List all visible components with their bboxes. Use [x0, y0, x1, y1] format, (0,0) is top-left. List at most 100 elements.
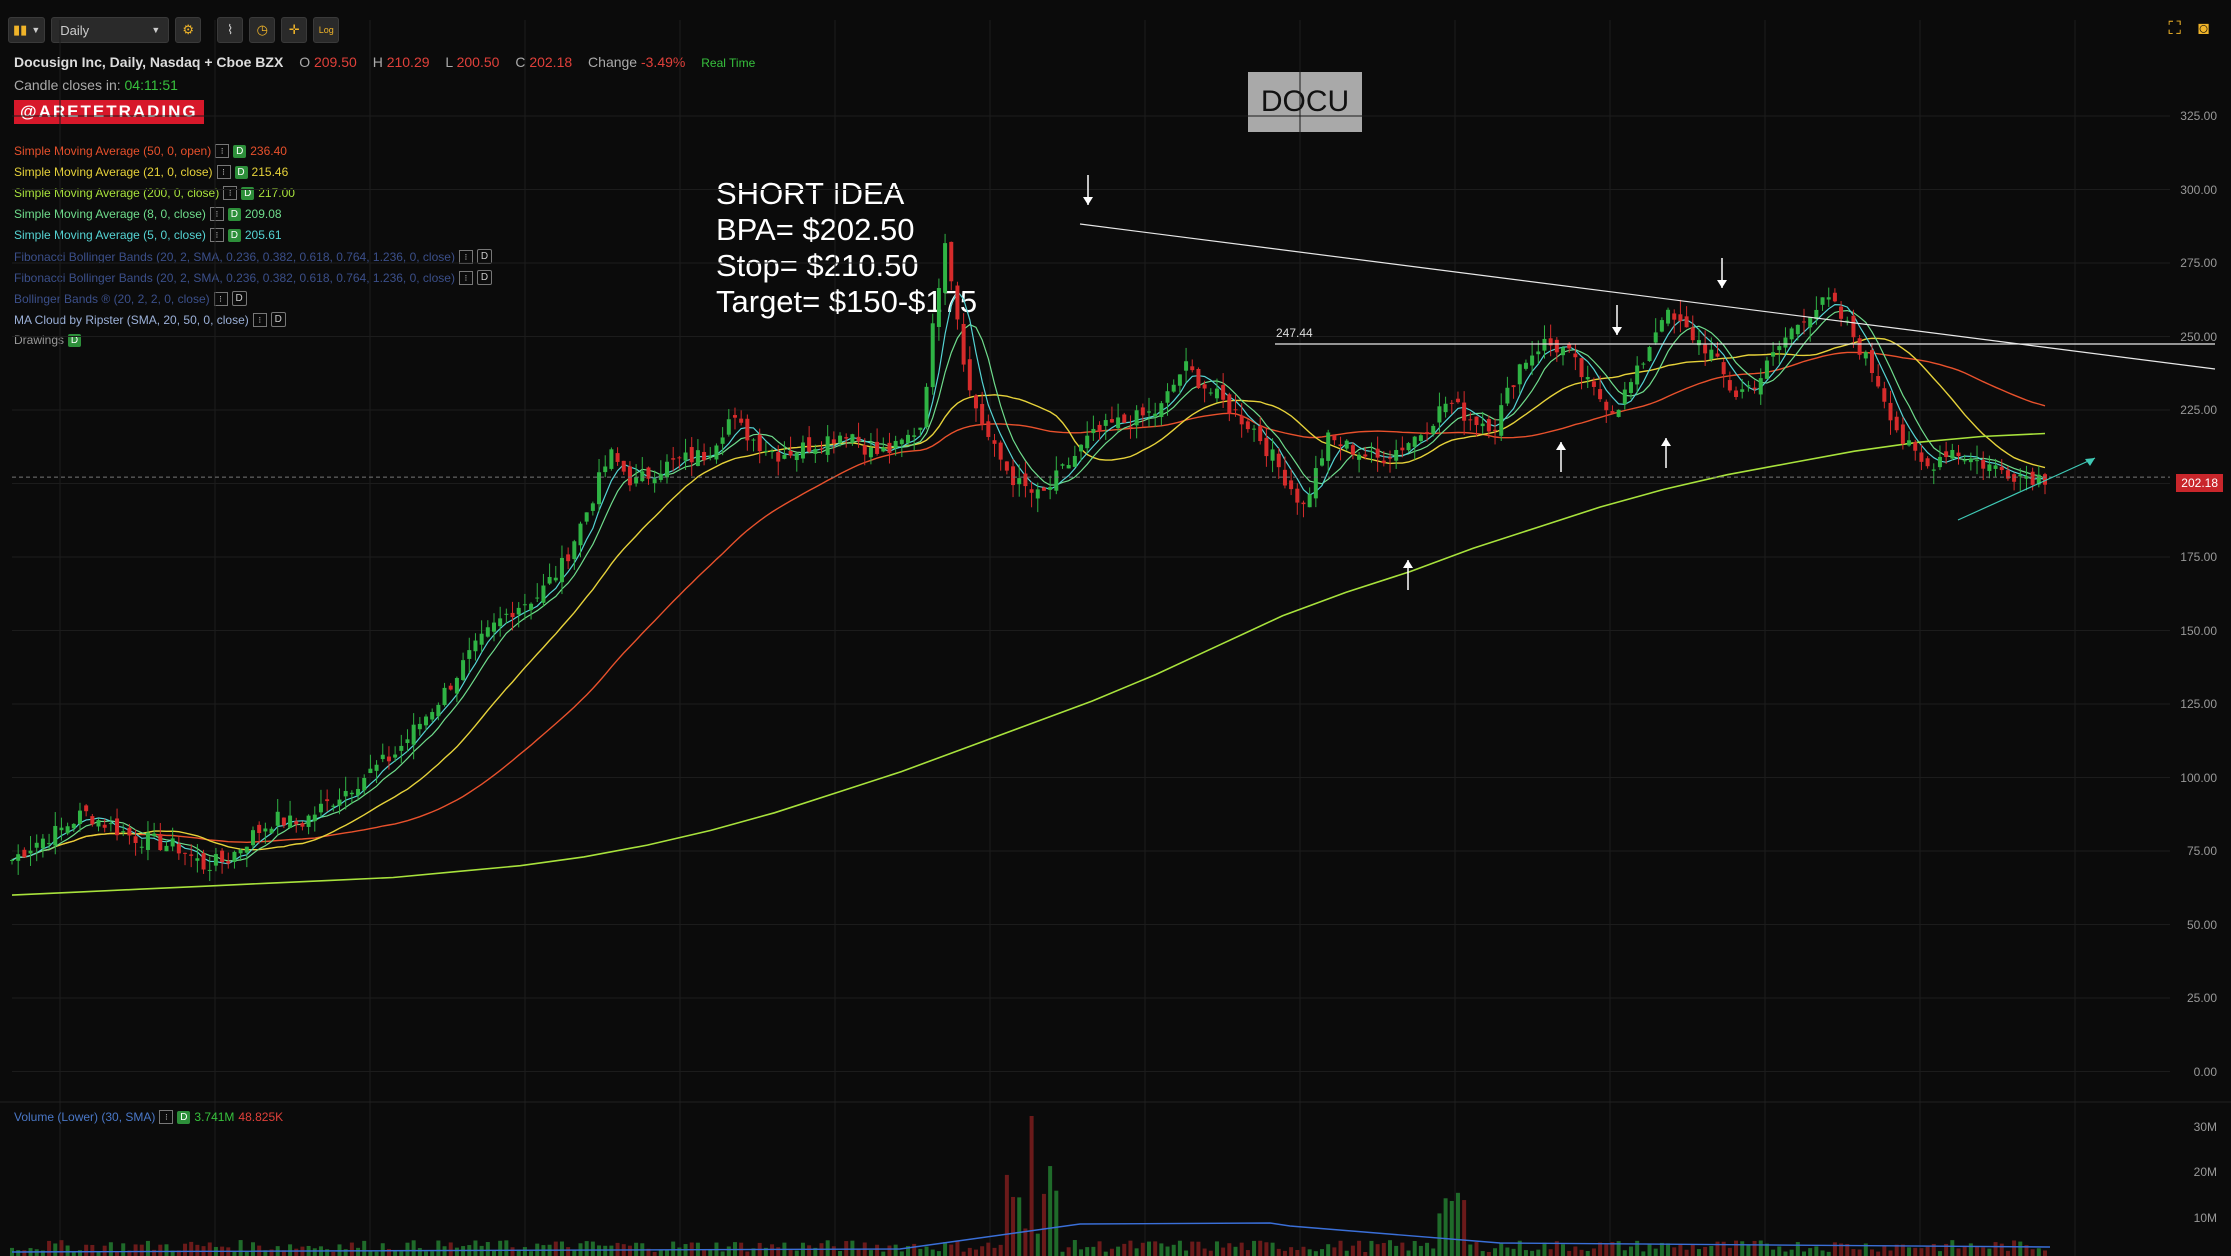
- candle-body: [831, 439, 836, 444]
- settings-button[interactable]: ⚙: [175, 17, 202, 43]
- info-icon[interactable]: ⁝: [215, 144, 230, 158]
- candle-body: [597, 472, 602, 505]
- candle-body: [1462, 402, 1467, 421]
- sma-21-line: [11, 337, 2046, 861]
- indicator-row[interactable]: Simple Moving Average (5, 0, close) ⁝ D 205…: [14, 228, 282, 242]
- data-window-icon[interactable]: D: [227, 228, 241, 242]
- candle-body: [1919, 452, 1924, 462]
- sma-200-line: [11, 432, 2046, 896]
- candle-countdown: Candle closes in: 04:11:51: [14, 77, 178, 93]
- volume-bar: [84, 1244, 89, 1256]
- indicator-row[interactable]: Simple Moving Average (8, 0, close) ⁝ D 209…: [14, 207, 282, 221]
- info-icon[interactable]: ⁝: [252, 312, 267, 327]
- volume-bar: [380, 1243, 385, 1256]
- fullscreen-icon[interactable]: ⛶: [2168, 18, 2181, 38]
- candle-body: [127, 827, 132, 836]
- volume-bar: [1048, 1166, 1053, 1256]
- volume-bar: [967, 1247, 972, 1256]
- candle-body: [1406, 443, 1411, 451]
- volume-bar: [1159, 1243, 1164, 1256]
- candle-body: [862, 445, 867, 455]
- volume-bar: [96, 1251, 101, 1256]
- candle-body: [763, 450, 768, 453]
- info-icon[interactable]: ⁝: [213, 291, 228, 306]
- volume-bar: [794, 1250, 799, 1256]
- candle-body: [1418, 435, 1423, 441]
- data-window-icon[interactable]: D: [270, 312, 286, 327]
- candle-type-button[interactable]: ▮▮ ▼: [8, 17, 46, 43]
- info-icon[interactable]: ⁝: [159, 1110, 174, 1124]
- indicator-row[interactable]: Simple Moving Average (21, 0, close) ⁝ D 21…: [14, 165, 289, 179]
- candle-body: [1684, 316, 1689, 328]
- candle-body: [1499, 405, 1504, 436]
- volume-bar: [1666, 1243, 1671, 1256]
- info-icon[interactable]: ⁝: [216, 165, 231, 179]
- candle-body: [1103, 420, 1108, 426]
- info-icon[interactable]: ⁝: [209, 207, 224, 221]
- volume-bar: [1295, 1250, 1300, 1256]
- candle-body: [677, 457, 682, 459]
- data-window-icon[interactable]: D: [227, 207, 241, 221]
- volume-bar: [1530, 1250, 1535, 1256]
- candle-body: [115, 818, 120, 836]
- info-icon[interactable]: ⁝: [209, 228, 224, 242]
- data-window-icon[interactable]: D: [177, 1110, 191, 1124]
- volume-bar: [807, 1245, 812, 1256]
- volume-bar: [133, 1244, 138, 1256]
- candle-body: [572, 541, 577, 560]
- volume-bar: [1703, 1246, 1708, 1256]
- candle-body: [1993, 465, 1998, 469]
- candle-body: [609, 449, 614, 469]
- volume-bar: [59, 1240, 64, 1256]
- volume-bar: [349, 1242, 354, 1256]
- log-scale-button[interactable]: Log: [313, 17, 340, 43]
- candle-body: [1511, 385, 1516, 388]
- ticker-label[interactable]: DOCU: [1248, 72, 1362, 132]
- candle-body: [788, 450, 793, 456]
- volume-bar: [813, 1247, 818, 1256]
- volume-bar: [1746, 1244, 1751, 1256]
- trend-line: [1079, 223, 2216, 370]
- indicator-row[interactable]: Fibonacci Bollinger Bands (20, 2, SMA, 0…: [14, 270, 492, 285]
- volume-bar: [1690, 1244, 1695, 1256]
- data-window-icon[interactable]: D: [231, 291, 247, 306]
- info-icon[interactable]: ⁝: [223, 186, 238, 200]
- camera-icon[interactable]: ◙: [2198, 18, 2209, 38]
- data-window-icon[interactable]: D: [233, 144, 247, 158]
- volume-bar: [1029, 1116, 1034, 1256]
- info-icon[interactable]: ⁝: [458, 270, 473, 285]
- candle-body: [1165, 391, 1170, 403]
- trade-note[interactable]: SHORT IDEA BPA= $202.50 Stop= $210.50 Ta…: [716, 176, 978, 319]
- candle-body: [1245, 421, 1250, 430]
- volume-bar: [424, 1251, 429, 1256]
- indicator-row[interactable]: MA Cloud by Ripster (SMA, 20, 50, 0, clo…: [14, 312, 286, 327]
- data-window-icon[interactable]: D: [234, 165, 248, 179]
- volume-bar: [1468, 1244, 1473, 1256]
- volume-bar: [71, 1251, 76, 1256]
- candle-body: [1041, 487, 1046, 491]
- time-button[interactable]: ◷: [249, 17, 276, 43]
- candle-body: [53, 825, 58, 846]
- volume-bar: [34, 1249, 39, 1256]
- candle-body: [1857, 338, 1862, 355]
- crosshair-button[interactable]: ✛: [281, 17, 308, 43]
- indicator-row[interactable]: Bollinger Bands ® (20, 2, 2, 0, close) ⁝ D: [14, 291, 247, 306]
- timeframe-select[interactable]: Daily ▼: [51, 17, 170, 43]
- candle-body: [992, 440, 997, 444]
- volume-bar: [312, 1248, 317, 1256]
- indicator-row[interactable]: Simple Moving Average (50, 0, open) ⁝ D 236…: [14, 144, 287, 158]
- data-window-icon[interactable]: D: [476, 270, 492, 285]
- candle-body: [621, 460, 626, 472]
- volume-bar: [47, 1240, 52, 1256]
- volume-bar: [1591, 1248, 1596, 1256]
- candle-body: [1412, 436, 1417, 447]
- candle-body: [2036, 474, 2041, 485]
- volume-bar: [1919, 1248, 1924, 1256]
- indicators-button[interactable]: ⌇: [217, 17, 244, 43]
- candle-body: [1184, 361, 1189, 371]
- candle-body: [986, 421, 991, 437]
- candle-body: [1666, 309, 1671, 324]
- candle-body: [275, 811, 280, 826]
- candle-body: [498, 618, 503, 627]
